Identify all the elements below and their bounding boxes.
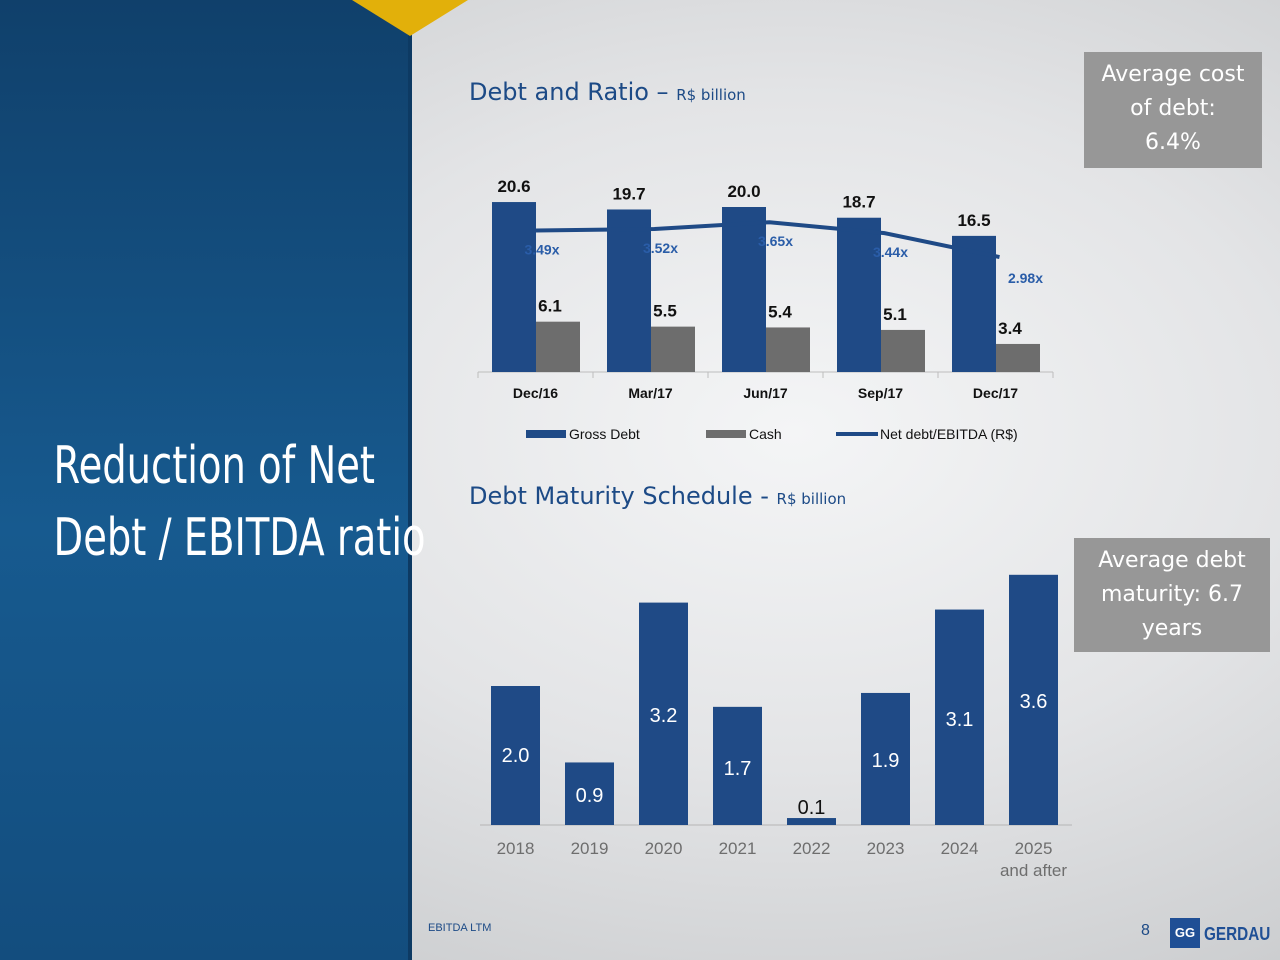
maturity-chart-title-main: Debt Maturity Schedule - [469,482,777,510]
ratio-value-label: 3.49x [524,242,559,258]
maturity-bar [935,609,984,825]
gross-debt-bar [952,235,996,372]
maturity-x-tick-label: 2025 [1015,839,1053,858]
slide-title-line-1: Reduction of Net [53,436,376,496]
cash-bar [651,326,695,372]
gross-debt-bar [722,207,766,372]
footnote: EBITDA LTM [428,922,492,934]
page-number: 8 [1141,922,1150,939]
ratio-value-label: 3.52x [643,240,678,256]
debt-chart-title-unit: R$ billion [676,86,746,104]
gross-debt-value-label: 20.6 [497,177,530,196]
left-title-panel [0,0,412,960]
cash-value-label: 6.1 [538,297,562,316]
panel-divider [408,0,412,960]
maturity-bar [565,762,614,825]
ratio-value-label: 2.98x [1008,270,1043,286]
average-maturity-line-1: Average debt [1098,548,1246,573]
maturity-x-tick-label: 2018 [497,839,535,858]
maturity-bar [861,692,910,825]
gerdau-logo: GG GERDAU [1170,914,1272,952]
debt-chart-title: Debt and Ratio – R$ billion [469,78,746,106]
maturity-value-label: 2.0 [502,745,530,767]
maturity-bar [639,602,688,825]
logo-text: GERDAU [1204,924,1271,944]
maturity-bar [787,818,836,825]
cash-value-label: 5.5 [653,302,677,321]
debt-chart-x-tick-label: Dec/17 [973,385,1018,401]
gross-debt-bar [492,202,536,372]
ratio-value-label: 3.44x [873,244,908,260]
net-debt-ebitda-line [535,220,1000,259]
average-cost-box: Average cost of debt: 6.4% [1084,52,1262,168]
average-cost-line-2: of debt: [1130,96,1216,121]
maturity-value-label: 0.1 [798,797,826,819]
legend-label: Net debt/EBITDA (R$) [880,426,1018,442]
average-cost-line-1: Average cost [1101,62,1245,87]
average-maturity-line-3: years [1141,616,1203,641]
maturity-chart-title: Debt Maturity Schedule - R$ billion [469,482,846,510]
legend-swatch [526,430,566,438]
gross-debt-value-label: 19.7 [612,184,645,203]
ratio-value-label: 3.65x [758,233,793,249]
maturity-bar [491,686,540,825]
cash-value-label: 5.4 [768,302,792,321]
debt-chart-x-tick-label: Mar/17 [628,385,673,401]
gross-debt-bar [607,209,651,372]
maturity-x-tick-label: 2020 [645,839,683,858]
maturity-value-label: 0.9 [576,785,604,807]
maturity-x-tick-label: 2024 [941,839,979,858]
maturity-value-label: 1.9 [872,750,900,772]
gross-debt-value-label: 18.7 [842,193,875,212]
cash-value-label: 5.1 [883,305,907,324]
maturity-bar [1009,574,1058,825]
maturity-x-tick-label: 2023 [867,839,905,858]
maturity-x-tick-label: 2022 [793,839,831,858]
maturity-bar [713,706,762,825]
cash-bar [766,327,810,372]
gold-accent-triangle [352,0,468,36]
logo-mark: GG [1170,918,1200,948]
debt-chart-title-main: Debt and Ratio – [469,78,677,106]
debt-chart-x-tick-label: Sep/17 [858,385,903,401]
debt-chart-x-tick-label: Dec/16 [513,385,558,401]
legend-swatch [706,430,746,438]
maturity-x-tick-sublabel: and after [1000,861,1067,880]
cash-value-label: 3.4 [998,319,1022,338]
maturity-value-label: 3.1 [946,709,974,731]
maturity-value-label: 3.6 [1020,691,1048,713]
debt-chart-x-tick-label: Jun/17 [743,385,788,401]
maturity-chart-title-unit: R$ billion [776,490,847,508]
legend-label: Cash [749,426,782,442]
maturity-value-label: 1.7 [724,758,752,780]
average-cost-line-3: 6.4% [1145,130,1201,155]
cash-bar [536,321,580,372]
cash-bar [996,343,1040,372]
gross-debt-value-label: 20.0 [727,182,760,201]
cash-bar [881,329,925,372]
maturity-x-tick-label: 2019 [571,839,609,858]
maturity-value-label: 3.2 [650,705,678,727]
gross-debt-value-label: 16.5 [957,211,990,230]
average-maturity-line-2: maturity: 6.7 [1100,582,1244,607]
maturity-x-tick-label: 2021 [719,839,757,858]
gross-debt-bar [837,217,881,372]
legend-label: Gross Debt [569,426,640,442]
average-maturity-box: Average debt maturity: 6.7 years [1074,538,1270,652]
